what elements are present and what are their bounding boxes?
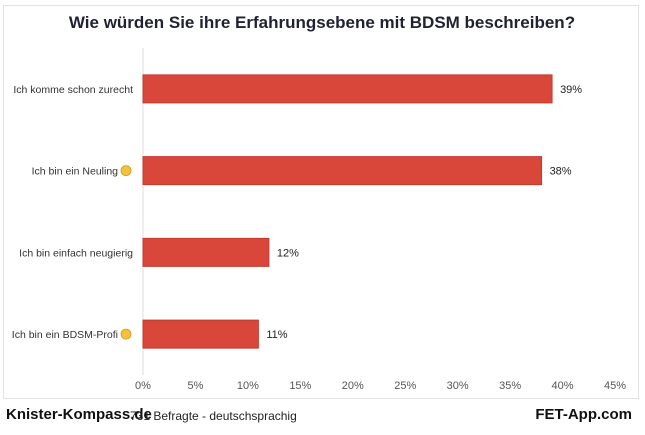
x-tick-label: 5% [187, 380, 203, 392]
hatching-chick-emoji-icon [120, 165, 132, 177]
data-label: 39% [560, 84, 582, 96]
chart-title: Wie würden Sie ihre Erfahrungsebene mit … [69, 13, 575, 32]
x-tick-label: 25% [394, 380, 416, 392]
category-label: Ich bin ein BDSM-Profi [12, 329, 118, 341]
bar [142, 74, 553, 104]
x-tick-label: 40% [552, 380, 574, 392]
x-tick-label: 10% [237, 380, 259, 392]
brand-left: Knister-Kompass.de [6, 406, 152, 423]
nerd-face-emoji-icon [120, 328, 132, 340]
x-tick-label: 20% [342, 380, 364, 392]
bar [142, 237, 270, 267]
category-label: Ich bin einfach neugierig [19, 247, 133, 259]
x-tick-label: 45% [604, 380, 626, 392]
x-tick-label: 30% [447, 380, 469, 392]
bar [142, 319, 259, 349]
data-label: 38% [550, 166, 572, 178]
x-tick-label: 35% [499, 380, 521, 392]
respondent-count: 731 Befragte - deutschsprachig [130, 409, 297, 423]
x-tick-label: 0% [135, 380, 151, 392]
x-tick-label: 15% [289, 380, 311, 392]
data-label: 12% [277, 247, 299, 259]
category-label: Ich komme schon zurecht [13, 84, 133, 96]
data-label: 11% [266, 329, 287, 341]
bar [142, 156, 543, 186]
chart-frame [3, 5, 639, 399]
category-label: Ich bin ein Neuling [32, 166, 119, 178]
brand-right: FET-App.com [535, 406, 632, 423]
